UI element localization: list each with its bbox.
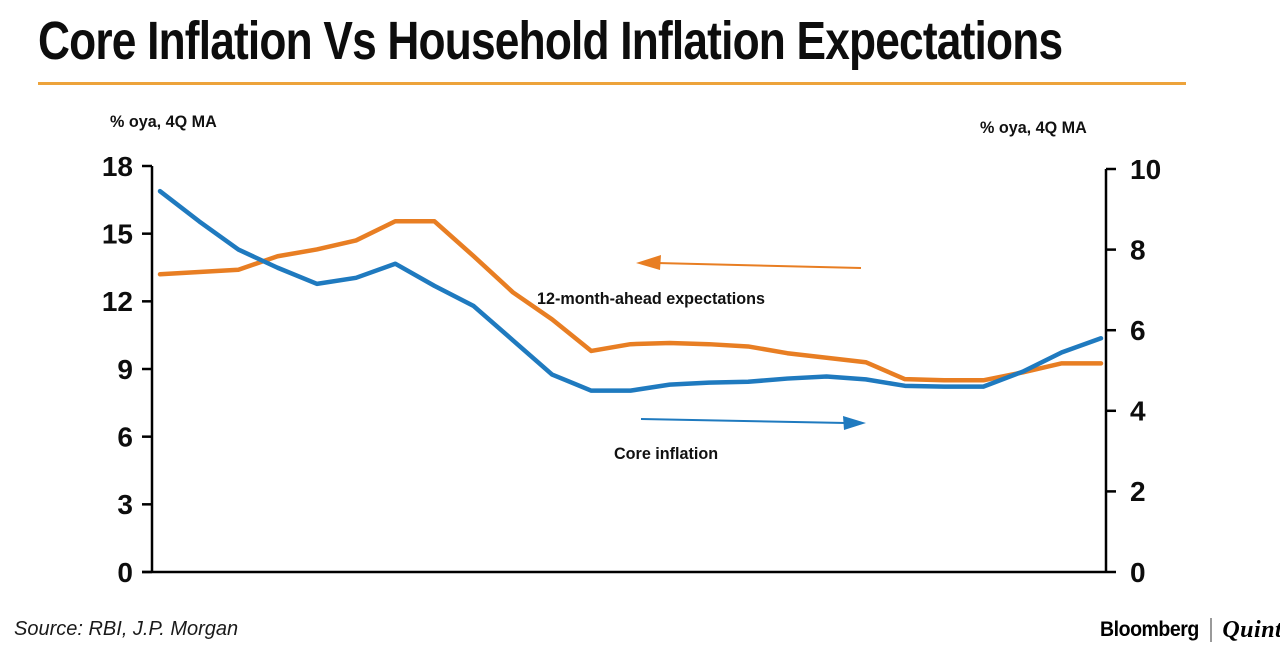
- chart-title: Core Inflation Vs Household Inflation Ex…: [38, 11, 1063, 71]
- right-axis-tick-label: 0: [1130, 557, 1146, 588]
- quint-logo: Quint: [1222, 616, 1280, 643]
- source-text: Source: RBI, J.P. Morgan: [14, 618, 239, 640]
- left-axis-tick-label: 0: [117, 557, 133, 588]
- core-inflation-arrow-shaft: [640, 418, 847, 424]
- left-axis-tick-label: 18: [102, 151, 133, 182]
- right-axis-tick-label: 2: [1130, 476, 1146, 507]
- right-axis-tick-label: 8: [1130, 234, 1146, 265]
- core-inflation-arrow-head: [843, 416, 866, 430]
- right-axis-tick-label: 6: [1130, 315, 1146, 346]
- right-axis-unit-label: % oya, 4Q MA: [980, 118, 1087, 137]
- expectations-arrow-head: [636, 255, 661, 270]
- title-underline: [38, 82, 1186, 85]
- left-axis-tick-label: 3: [117, 489, 133, 520]
- left-axis-tick-label: 9: [117, 354, 133, 385]
- core-inflation-series-label: Core inflation: [614, 444, 719, 463]
- expectations-arrow-shaft: [656, 262, 862, 269]
- logo-separator: [1210, 618, 1213, 642]
- expectations-series-label: 12-month-ahead expectations: [537, 289, 765, 308]
- left-axis-tick-label: 6: [117, 421, 133, 452]
- series-line-core-inflation: [157, 188, 1104, 393]
- publisher-logo: Bloomberg Quint: [1100, 616, 1280, 644]
- right-axis-tick-label: 10: [1130, 154, 1161, 185]
- bloomberg-logo: Bloomberg: [1100, 618, 1199, 641]
- left-axis-unit-label: % oya, 4Q MA: [110, 112, 217, 131]
- series-line-expectations: [157, 219, 1104, 383]
- left-axis-tick-label: 15: [102, 218, 133, 249]
- right-axis-tick-label: 4: [1130, 396, 1146, 427]
- left-axis-tick-label: 12: [102, 286, 133, 317]
